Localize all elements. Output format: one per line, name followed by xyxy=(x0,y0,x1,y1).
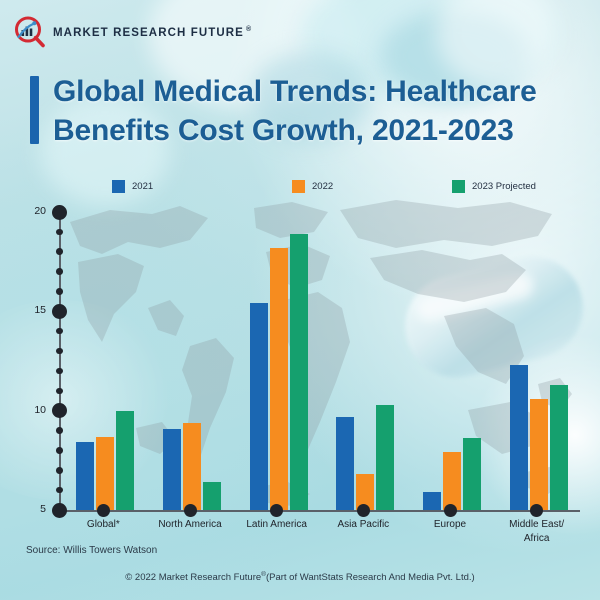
y-axis-tick-minor xyxy=(56,248,63,255)
grouped-bar-chart: 5 10 15 20 Global* North America Latin Americ… xyxy=(0,196,600,544)
x-axis-tick-label: Asia Pacific xyxy=(337,519,390,530)
bar-2021[interactable] xyxy=(336,416,355,510)
bar-2022[interactable] xyxy=(183,422,201,510)
bar-group xyxy=(163,422,221,510)
x-axis-tick xyxy=(443,504,457,517)
bar-2023-projected[interactable] xyxy=(463,438,481,510)
bar-2022[interactable] xyxy=(443,452,461,510)
magnifier-bar-chart-icon xyxy=(14,16,46,48)
bar-2022[interactable] xyxy=(356,474,375,510)
y-axis-tick-minor xyxy=(56,347,63,355)
y-axis-tick-major xyxy=(52,403,67,419)
x-axis-tick xyxy=(356,504,370,517)
bar-group xyxy=(76,410,135,510)
bar-2021[interactable] xyxy=(163,428,181,510)
bar-2022[interactable] xyxy=(529,398,548,510)
bar-group xyxy=(336,404,395,510)
copyright-text: © 2022 Market Research Future xyxy=(125,572,262,584)
y-axis-tick-minor xyxy=(56,327,63,335)
x-axis-tick-label: Europe xyxy=(433,519,467,530)
y-axis-tick-minor xyxy=(56,228,63,236)
legend-swatch-2023 xyxy=(452,180,465,193)
legend-label-2023: 2023 Projected xyxy=(472,181,536,192)
source-note: Source: Willis Towers Watson xyxy=(26,545,158,556)
chart-legend: 2021 2022 2023 Projected xyxy=(112,180,542,193)
copyright-suffix: (Part of WantStats Research And Media Pv… xyxy=(265,572,475,584)
copyright-note: © 2022 Market Research Future®(Part of W… xyxy=(0,571,600,583)
legend-label-2021: 2021 xyxy=(132,181,154,192)
x-axis-tick-label: Global* xyxy=(86,519,120,530)
bar-group xyxy=(249,233,308,510)
legend-item-2023-projected[interactable]: 2023 Projected xyxy=(452,180,536,193)
x-axis-tick-label: Middle East/Africa xyxy=(509,519,565,544)
legend-swatch-2021 xyxy=(112,180,125,193)
y-axis-tick-minor xyxy=(56,387,63,395)
y-axis-tick-minor xyxy=(56,367,63,375)
y-axis-tick-minor xyxy=(56,447,63,454)
y-axis-tick-minor xyxy=(56,467,63,474)
bar-2021[interactable] xyxy=(423,492,441,510)
x-axis-line xyxy=(59,510,580,512)
y-axis-tick-minor xyxy=(56,486,63,494)
bar-2021[interactable] xyxy=(249,303,268,510)
bar-2021[interactable] xyxy=(509,364,528,510)
y-axis-tick-label: 5 xyxy=(40,503,46,515)
bar-2023-projected[interactable] xyxy=(549,384,568,510)
title-accent-bar xyxy=(30,76,39,144)
brand-logo-label: MARKET RESEARCH FUTURE xyxy=(53,26,244,39)
legend-item-2022[interactable]: 2022 xyxy=(292,180,452,193)
y-axis-tick-major xyxy=(52,204,67,220)
y-axis-tick-label: 10 xyxy=(34,403,46,416)
bar-2022[interactable] xyxy=(269,247,288,510)
brand-logo[interactable]: MARKET RESEARCH FUTURE ® xyxy=(14,16,252,48)
bar-2022[interactable] xyxy=(96,436,115,510)
y-axis-tick-minor xyxy=(56,288,63,295)
page-title-line-2: Benefits Cost Growth, 2021-2023 xyxy=(53,114,514,147)
x-axis-tick xyxy=(530,504,544,517)
page-title-line-1: Global Medical Trends: Healthcare xyxy=(53,75,537,108)
y-axis-tick-minor xyxy=(56,427,63,434)
x-axis-tick xyxy=(96,504,110,517)
bar-2023-projected[interactable] xyxy=(376,404,395,510)
bar-group xyxy=(509,364,568,510)
y-axis-tick-minor xyxy=(56,268,63,275)
legend-swatch-2022 xyxy=(292,180,305,193)
x-axis-tick xyxy=(270,504,284,517)
legend-label-2022: 2022 xyxy=(312,181,334,192)
y-axis-tick-label: 15 xyxy=(34,304,46,317)
registered-mark-icon: ® xyxy=(261,571,266,578)
y-axis-line xyxy=(59,212,61,511)
bar-group xyxy=(423,438,481,510)
bar-2023-projected[interactable] xyxy=(289,233,308,510)
registered-mark-icon: ® xyxy=(245,25,253,33)
legend-item-2021[interactable]: 2021 xyxy=(112,180,292,193)
x-axis-tick xyxy=(183,504,197,517)
brand-logo-text: MARKET RESEARCH FUTURE ® xyxy=(53,26,252,39)
x-axis-tick-label: North America xyxy=(158,519,222,530)
y-axis-tick-label: 20 xyxy=(34,205,46,217)
bar-2023-projected[interactable] xyxy=(116,410,135,510)
y-axis-tick-major xyxy=(52,502,67,518)
bar-2021[interactable] xyxy=(76,442,95,510)
bar-2023-projected[interactable] xyxy=(203,482,221,510)
x-axis-tick-label: Latin America xyxy=(246,519,307,530)
y-axis-tick-major xyxy=(52,303,67,319)
page-title: Global Medical Trends: Healthcare Benefi… xyxy=(30,72,590,150)
